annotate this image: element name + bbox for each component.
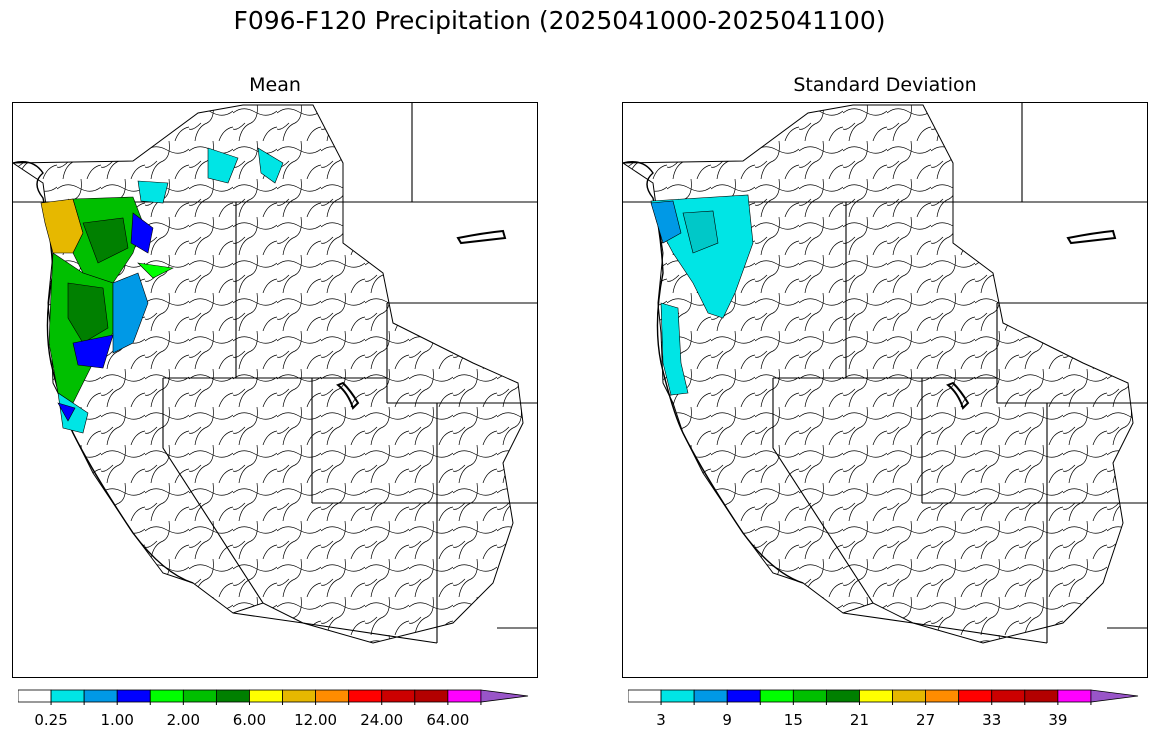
colorbar-segment: [1090, 689, 1139, 703]
colorbar-segment: [414, 689, 449, 703]
colorbar-segment: [726, 689, 761, 703]
colorbar-tick-label: 12.00: [294, 711, 338, 729]
colorbar-segment: [1057, 689, 1092, 703]
colorbar-tick-label: 21: [849, 711, 869, 729]
sd-colorbar-labels: 3 9 15 21 27 33 39: [628, 711, 1143, 731]
colorbar-segment: [925, 689, 960, 703]
sd-map: [622, 102, 1148, 678]
colorbar-tick-label: 3: [656, 711, 666, 729]
sd-map-svg: [623, 103, 1147, 644]
colorbar-segment: [628, 689, 662, 703]
mean-panel-title: Mean: [249, 74, 301, 96]
sd-panel-title: Standard Deviation: [793, 74, 977, 96]
colorbar-segment: [480, 689, 529, 703]
figure-title: F096-F120 Precipitation (2025041000-2025…: [233, 6, 886, 35]
colorbar-segment: [182, 689, 217, 703]
lake-outline: [946, 381, 970, 410]
sd-shading: [650, 194, 754, 396]
colorbar-segment: [116, 689, 151, 703]
colorbar-tick-label: 33: [982, 711, 1002, 729]
mean-colorbar-labels: 0.25 1.00 2.00 6.00 12.00 24.00 64.00: [18, 711, 533, 731]
colorbar-tick-label: 1.00: [100, 711, 134, 729]
colorbar-segment: [892, 689, 926, 703]
precip-shading: [40, 147, 284, 434]
colorbar-segment: [381, 689, 416, 703]
mean-colorbar: [18, 689, 529, 705]
mean-map-svg: [13, 103, 537, 644]
colorbar-segment: [282, 689, 316, 703]
colorbar-segment: [215, 689, 250, 703]
great-salt-lake-like: [1066, 229, 1117, 245]
colorbar-segment: [83, 689, 118, 703]
coastline: [13, 161, 194, 584]
coastline: [623, 161, 804, 584]
colorbar-tick-label: 9: [722, 711, 732, 729]
colorbar-tick-label: 15: [783, 711, 803, 729]
colorbar-segment: [50, 689, 85, 703]
western-us-land: [623, 104, 1134, 644]
colorbar-segment: [660, 689, 695, 703]
colorbar-tick-label: 39: [1048, 711, 1068, 729]
colorbar-segment: [693, 689, 728, 703]
mean-map: [12, 102, 538, 678]
colorbar-segment: [1024, 689, 1059, 703]
colorbar-segment: [825, 689, 860, 703]
lake-outline: [336, 381, 360, 410]
great-salt-lake-like: [456, 229, 507, 245]
colorbar-tick-label: 64.00: [426, 711, 470, 729]
colorbar-segment: [149, 689, 184, 703]
colorbar-segment: [18, 689, 52, 703]
colorbar-tick-label: 6.00: [232, 711, 267, 729]
colorbar-tick-label: 2.00: [166, 711, 201, 729]
colorbar-tick-label: 27: [916, 711, 936, 729]
colorbar-segment: [991, 689, 1026, 703]
colorbar-segment: [249, 689, 283, 703]
state-borders: [13, 103, 537, 644]
colorbar-segment: [958, 689, 993, 703]
colorbar-segment: [759, 689, 794, 703]
colorbar-segment: [348, 689, 383, 703]
western-us-land: [13, 104, 524, 644]
colorbar-segment: [792, 689, 827, 703]
colorbar-segment: [315, 689, 350, 703]
colorbar-tick-label: 0.25: [34, 711, 68, 729]
colorbar-tick-label: 24.00: [360, 711, 404, 729]
colorbar-segment: [859, 689, 893, 703]
sd-colorbar: [628, 689, 1139, 705]
colorbar-segment: [447, 689, 482, 703]
